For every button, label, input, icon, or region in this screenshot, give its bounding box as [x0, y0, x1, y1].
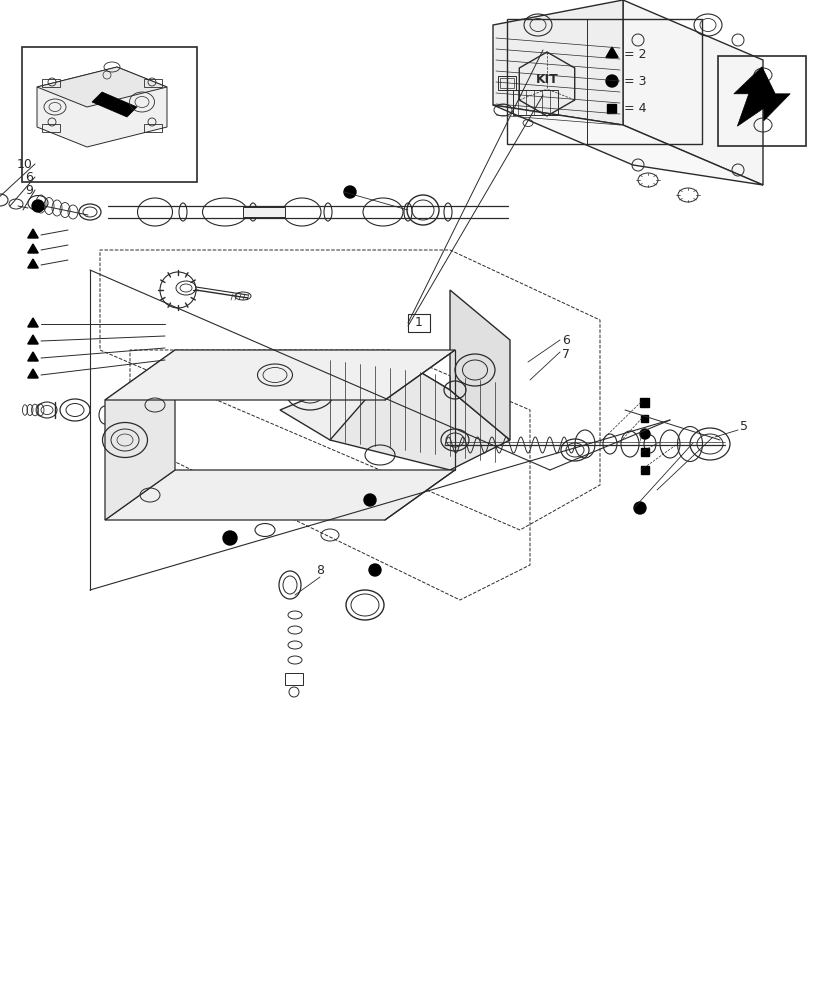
Polygon shape — [492, 0, 622, 125]
Bar — [641, 414, 648, 422]
Bar — [284, 673, 303, 685]
Text: 7: 7 — [562, 349, 569, 361]
Polygon shape — [105, 350, 455, 400]
Polygon shape — [622, 0, 762, 185]
Text: 1: 1 — [414, 316, 423, 330]
Polygon shape — [28, 352, 38, 361]
Bar — [640, 448, 648, 456]
Polygon shape — [105, 470, 455, 520]
Polygon shape — [105, 350, 174, 520]
Bar — [42, 124, 60, 132]
Polygon shape — [28, 229, 38, 238]
Polygon shape — [733, 67, 789, 126]
Text: = 2: = 2 — [624, 48, 646, 61]
Text: 6: 6 — [562, 334, 569, 347]
Text: 5: 5 — [739, 420, 747, 434]
Text: 10: 10 — [17, 158, 33, 171]
Bar — [717, 56, 805, 146]
Polygon shape — [330, 360, 509, 470]
Circle shape — [364, 494, 375, 506]
Circle shape — [343, 186, 356, 198]
Circle shape — [605, 75, 617, 87]
Polygon shape — [37, 67, 167, 107]
Bar — [513, 90, 557, 115]
Polygon shape — [28, 244, 38, 253]
Bar — [42, 79, 60, 87]
Circle shape — [222, 531, 237, 545]
Text: = 3: = 3 — [624, 75, 646, 88]
Text: 6: 6 — [25, 171, 33, 184]
Polygon shape — [37, 67, 167, 147]
Bar — [408, 314, 429, 332]
Polygon shape — [92, 92, 136, 117]
Circle shape — [639, 429, 649, 439]
Bar — [497, 76, 515, 90]
Polygon shape — [28, 318, 38, 327]
Bar — [640, 397, 648, 406]
Circle shape — [633, 502, 645, 514]
Bar — [500, 78, 514, 88]
Bar — [242, 207, 284, 217]
Bar — [640, 466, 648, 474]
Text: = 4: = 4 — [624, 102, 646, 115]
Polygon shape — [449, 290, 509, 440]
Circle shape — [369, 564, 380, 576]
Polygon shape — [28, 259, 38, 268]
Text: 8: 8 — [316, 564, 323, 576]
Polygon shape — [280, 360, 449, 440]
Text: 9: 9 — [25, 184, 33, 197]
Bar — [144, 124, 162, 132]
Polygon shape — [605, 47, 617, 58]
Polygon shape — [492, 105, 762, 185]
Polygon shape — [28, 335, 38, 344]
Circle shape — [32, 200, 44, 212]
Bar — [22, 47, 197, 182]
Text: KIT: KIT — [535, 73, 557, 86]
Bar — [607, 104, 616, 113]
Polygon shape — [28, 369, 38, 378]
Bar — [506, 19, 701, 144]
Bar — [144, 79, 162, 87]
